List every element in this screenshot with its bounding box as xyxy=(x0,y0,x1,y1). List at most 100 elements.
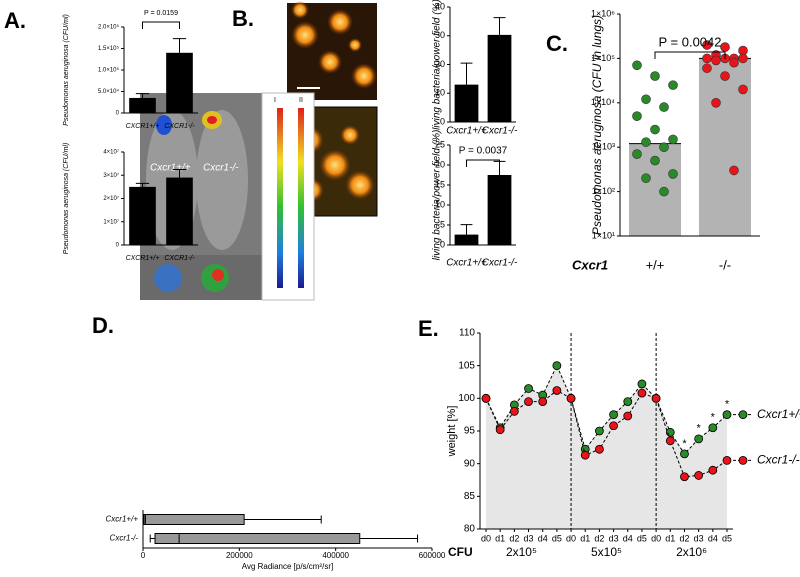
data-point xyxy=(708,423,718,433)
data-point xyxy=(659,142,669,152)
x-tick-label: Cxcr1+/+ xyxy=(446,126,487,137)
y-tick-label: 95 xyxy=(464,426,476,437)
y-axis-label: Pseudomonas aeruginosa (CFU/ml) xyxy=(63,143,70,255)
x-tick-label: d4 xyxy=(538,533,548,543)
data-point xyxy=(659,186,669,197)
x-tick-label: d1 xyxy=(580,533,590,543)
x-tick-label: d2 xyxy=(509,533,519,543)
group-title: CFU xyxy=(448,545,473,559)
data-point xyxy=(722,410,732,420)
error-bar xyxy=(172,168,187,178)
x-tick-label: 0 xyxy=(141,551,146,560)
image-label: I xyxy=(274,97,276,104)
x-tick-label: d5 xyxy=(637,533,647,543)
data-point xyxy=(481,393,491,403)
bar xyxy=(166,52,193,113)
p-value: P = 0.0037 xyxy=(459,146,508,157)
p-value: P = 0.0159 xyxy=(144,10,178,17)
y-tick-label: 5.0×10⁴ xyxy=(98,88,120,95)
x-tick-label: d5 xyxy=(552,533,562,543)
y-tick-label: 3×10⁷ xyxy=(103,172,119,179)
x-tick-label: d2 xyxy=(594,533,604,543)
data-point xyxy=(641,173,651,184)
significance-mark: * xyxy=(697,423,702,435)
x-tick-label: CXCR1-/- xyxy=(164,255,195,262)
data-point xyxy=(651,393,661,403)
data-point xyxy=(609,421,618,431)
y-tick-label: 0 xyxy=(440,116,445,126)
data-point xyxy=(623,397,633,407)
data-point xyxy=(665,427,675,437)
x-tick-label: d4 xyxy=(708,533,718,543)
panel-label: D. xyxy=(92,313,114,338)
bar xyxy=(454,84,479,122)
data-point xyxy=(738,84,748,95)
group-label: 5x10⁵ xyxy=(591,545,622,559)
data-point xyxy=(524,384,533,393)
y-axis-label: weight [%] xyxy=(446,406,458,458)
data-point xyxy=(668,169,678,179)
group-label: Cxcr1 xyxy=(572,257,608,272)
x-tick-label: d0 xyxy=(566,533,576,543)
data-point xyxy=(595,444,604,454)
data-point xyxy=(694,434,704,444)
image-label: II xyxy=(299,97,303,104)
x-tick-label: Cxcr1-/- xyxy=(482,258,518,269)
data-point xyxy=(702,40,712,50)
y-tick-label: Cxcr1-/- xyxy=(110,534,139,543)
y-tick-label: 110 xyxy=(459,328,475,339)
y-tick-label: 20 xyxy=(435,159,445,169)
y-tick-label: 2.0×10⁵ xyxy=(98,24,120,31)
micrograph-top xyxy=(287,1,377,100)
y-axis-label: Pseudomonas aeruginosa (CFU in lungs) xyxy=(590,15,604,235)
data-point xyxy=(524,397,533,407)
data-point xyxy=(637,388,647,398)
x-tick-label: 600000 xyxy=(419,551,446,560)
image-label: Cxcr1-/- xyxy=(203,163,239,174)
image-label: Cxcr1+/+ xyxy=(150,163,191,174)
data-point xyxy=(641,137,651,147)
x-tick-label: CXCR1-/- xyxy=(164,123,195,130)
data-point xyxy=(495,425,505,435)
y-tick-label: 40 xyxy=(435,1,445,11)
data-point xyxy=(702,63,712,74)
panel-labels: A. B. C. D. E. xyxy=(4,6,568,341)
significance-mark: * xyxy=(725,399,730,411)
y-tick-label: 1.5×10⁵ xyxy=(98,45,120,52)
y-tick-label: 30 xyxy=(435,30,445,40)
box xyxy=(143,514,245,525)
y-tick-label: 1×10¹ xyxy=(592,230,615,240)
y-tick-label: 2×10⁷ xyxy=(103,195,119,202)
bar xyxy=(454,234,479,245)
data-point xyxy=(650,71,660,81)
data-point xyxy=(708,465,718,475)
x-tick-label: d3 xyxy=(694,533,704,543)
x-tick-label: d3 xyxy=(524,533,534,543)
y-tick-label: 10 xyxy=(435,88,445,98)
significance-bracket xyxy=(654,51,726,59)
y-tick-label: 90 xyxy=(464,458,476,469)
box xyxy=(154,533,361,544)
data-point xyxy=(665,436,675,446)
data-point xyxy=(711,98,721,108)
y-tick-label: 1×10⁵ xyxy=(591,53,615,63)
error-bar xyxy=(135,182,150,187)
data-point xyxy=(552,361,562,371)
error-bar xyxy=(172,38,187,53)
data-point xyxy=(609,410,618,420)
data-point xyxy=(680,472,689,482)
data-point xyxy=(566,393,576,403)
data-point xyxy=(632,60,642,71)
data-point xyxy=(694,471,704,480)
data-point xyxy=(702,53,712,64)
bar xyxy=(129,186,156,245)
panel-label: C. xyxy=(546,31,568,56)
y-tick-label: 85 xyxy=(464,491,476,502)
data-point xyxy=(729,57,739,68)
data-point xyxy=(680,449,689,459)
data-point xyxy=(650,155,660,166)
bar xyxy=(487,175,512,245)
error-bar xyxy=(135,93,150,98)
x-tick-label: CXCR1+/+ xyxy=(126,255,160,262)
